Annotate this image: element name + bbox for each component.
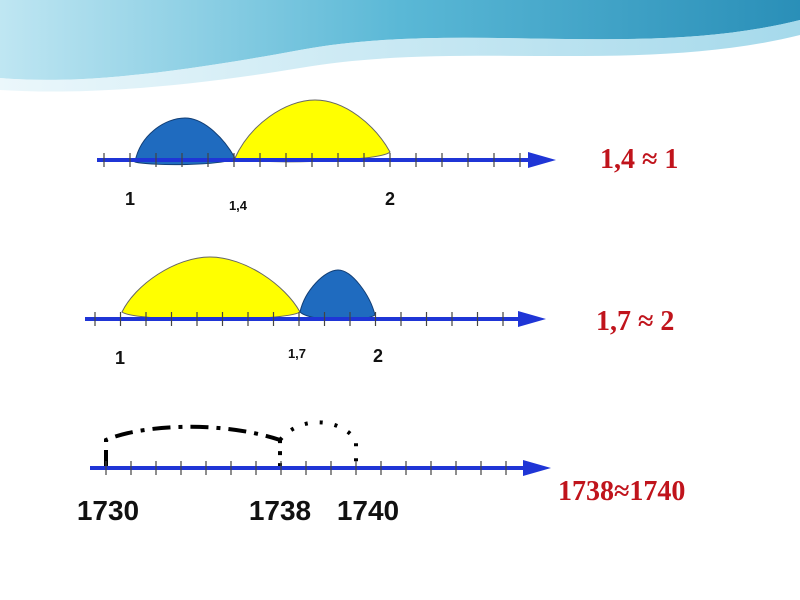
tick-label: 1738 [249,495,311,526]
tick-label: 1740 [337,495,399,526]
tick-label: 2 [373,346,383,366]
result: 1,7 ≈ 2 [596,306,674,337]
header-wave [0,0,800,92]
arrow [528,152,556,168]
jump-arcs [104,420,358,468]
yellow-arc [234,99,391,163]
tick-label: 1 [115,348,125,368]
tick-label: 1 [125,189,135,209]
arrow [523,460,551,476]
blue-arc [134,117,236,166]
number-line [85,311,546,327]
number-line [97,152,556,168]
number-line [90,460,551,476]
tick-label: 1730 [77,495,139,526]
arrow [518,311,546,327]
yellow-arc [121,256,301,320]
result: 1,4 ≈ 1 [600,144,678,175]
tick-label: 2 [385,189,395,209]
tick-label: 1,4 [229,198,248,213]
tick-label: 1,7 [288,346,306,361]
result: 1738≈1740 [558,476,685,507]
blue-arc [299,269,376,321]
